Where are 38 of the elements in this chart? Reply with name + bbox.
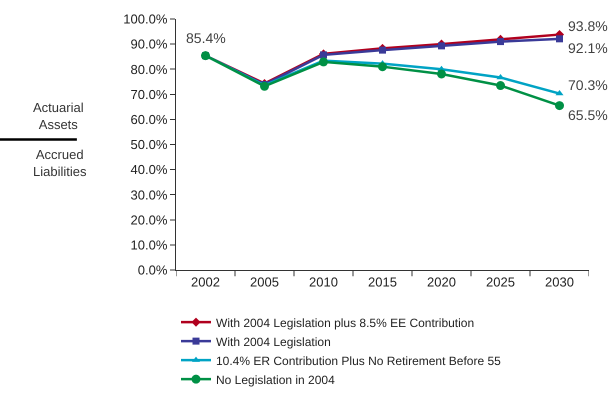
annotation: 85.4% bbox=[186, 30, 226, 46]
point bbox=[497, 38, 504, 46]
y-tick-label: 60.0% bbox=[130, 112, 168, 127]
point bbox=[378, 62, 387, 72]
annotation: 70.3% bbox=[568, 77, 608, 93]
annotation: 65.5% bbox=[568, 107, 608, 123]
y-tick-label: 30.0% bbox=[130, 187, 168, 202]
y-tick-label: 0.0% bbox=[138, 262, 168, 278]
y-tick-label: 20.0% bbox=[130, 212, 168, 228]
y-tick-label: 80.0% bbox=[130, 62, 168, 77]
x-tick-label: 2010 bbox=[309, 274, 338, 290]
x-tick-label: 2020 bbox=[427, 274, 456, 290]
point bbox=[379, 46, 386, 54]
y-tick-label: 70.0% bbox=[130, 86, 168, 102]
y-tick-label: 10.0% bbox=[130, 237, 168, 252]
annotation: 93.8% bbox=[568, 18, 608, 34]
y-axis-title: Actuarial Assets Accrued Liabilities bbox=[33, 100, 87, 179]
point bbox=[555, 101, 564, 110]
y-tick-label: 100.0% bbox=[123, 12, 168, 27]
legend-label: With 2004 Legislation plus 8.5% EE Contribution bbox=[216, 316, 474, 330]
annotation: 92.1% bbox=[568, 40, 608, 56]
x-tick-label: 2025 bbox=[486, 274, 515, 290]
y-tick-label: 40.0% bbox=[130, 162, 168, 178]
point bbox=[319, 57, 328, 66]
y-tick-label: 90.0% bbox=[130, 36, 168, 52]
legend-label: 10.4% ER Contribution Plus No Retirement Before 55 bbox=[216, 354, 502, 368]
point bbox=[260, 82, 269, 91]
x-tick-label: 2005 bbox=[250, 274, 279, 290]
point bbox=[496, 81, 505, 90]
x-tick-label: 2015 bbox=[368, 274, 397, 290]
point bbox=[556, 35, 563, 42]
legend-label: No Legislation in 2004 bbox=[216, 372, 336, 387]
legend-label: With 2004 Legislation bbox=[216, 334, 331, 349]
point bbox=[438, 42, 445, 50]
point bbox=[437, 69, 446, 78]
y-tick-label: 50.0% bbox=[130, 137, 168, 152]
x-tick-label: 2030 bbox=[545, 274, 574, 290]
x-tick-label: 2002 bbox=[191, 274, 220, 290]
